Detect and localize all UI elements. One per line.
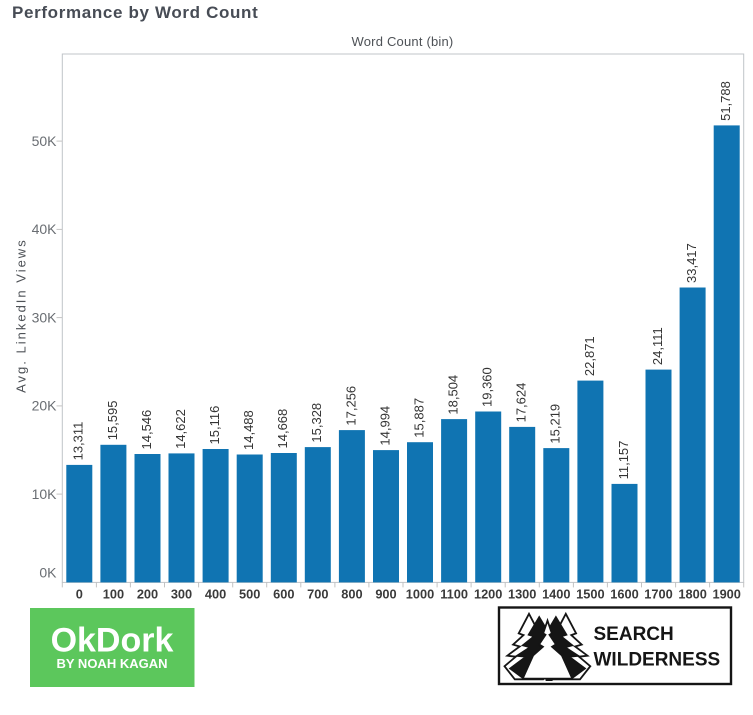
svg-text:14,488: 14,488 <box>241 410 256 450</box>
svg-text:1700: 1700 <box>644 587 672 602</box>
svg-text:100: 100 <box>103 587 124 602</box>
svg-text:15,595: 15,595 <box>105 401 120 441</box>
svg-text:51,788: 51,788 <box>718 81 733 121</box>
svg-text:19,360: 19,360 <box>480 367 495 407</box>
svg-text:1900: 1900 <box>712 587 740 602</box>
svg-text:SEARCH: SEARCH <box>594 624 674 645</box>
svg-text:15,887: 15,887 <box>411 398 426 438</box>
svg-text:1300: 1300 <box>508 587 536 602</box>
svg-text:Performance by Word Count: Performance by Word Count <box>12 3 258 22</box>
svg-text:17,256: 17,256 <box>343 386 358 426</box>
svg-text:15,116: 15,116 <box>207 406 222 445</box>
svg-text:15,219: 15,219 <box>548 404 563 444</box>
svg-text:0K: 0K <box>39 565 57 581</box>
svg-text:800: 800 <box>341 587 362 602</box>
svg-text:900: 900 <box>375 587 396 602</box>
svg-text:14,668: 14,668 <box>275 409 290 449</box>
svg-text:14,546: 14,546 <box>139 410 154 450</box>
svg-text:15,328: 15,328 <box>309 403 324 443</box>
svg-text:18,504: 18,504 <box>446 375 461 415</box>
svg-text:30K: 30K <box>32 309 58 325</box>
svg-text:1500: 1500 <box>576 587 604 602</box>
svg-text:40K: 40K <box>32 221 58 237</box>
svg-text:Word Count (bin): Word Count (bin) <box>352 34 454 49</box>
svg-text:200: 200 <box>137 587 158 602</box>
svg-text:WILDERNESS: WILDERNESS <box>594 649 721 670</box>
svg-text:11,157: 11,157 <box>616 441 631 480</box>
svg-text:1000: 1000 <box>406 587 434 602</box>
svg-text:1100: 1100 <box>440 587 468 602</box>
svg-text:1600: 1600 <box>610 587 638 602</box>
svg-text:0: 0 <box>76 587 83 602</box>
svg-text:700: 700 <box>307 587 328 602</box>
svg-text:OkDork: OkDork <box>51 622 174 660</box>
svg-text:Avg. LinkedIn Views: Avg. LinkedIn Views <box>14 238 29 393</box>
svg-text:1800: 1800 <box>678 587 706 602</box>
svg-text:BY NOAH KAGAN: BY NOAH KAGAN <box>57 656 168 671</box>
svg-text:33,417: 33,417 <box>684 243 699 283</box>
svg-text:24,111: 24,111 <box>650 327 665 365</box>
svg-text:1200: 1200 <box>474 587 502 602</box>
svg-text:20K: 20K <box>32 398 58 414</box>
svg-text:50K: 50K <box>32 133 58 149</box>
svg-text:13,311: 13,311 <box>71 422 86 461</box>
svg-text:17,624: 17,624 <box>514 383 529 423</box>
svg-text:300: 300 <box>171 587 192 602</box>
svg-text:14,622: 14,622 <box>173 409 188 449</box>
svg-text:600: 600 <box>273 587 294 602</box>
svg-text:500: 500 <box>239 587 260 602</box>
svg-text:22,871: 22,871 <box>582 336 597 376</box>
svg-text:14,994: 14,994 <box>377 406 392 446</box>
svg-text:400: 400 <box>205 587 226 602</box>
svg-text:10K: 10K <box>32 486 58 502</box>
svg-text:1400: 1400 <box>542 587 570 602</box>
